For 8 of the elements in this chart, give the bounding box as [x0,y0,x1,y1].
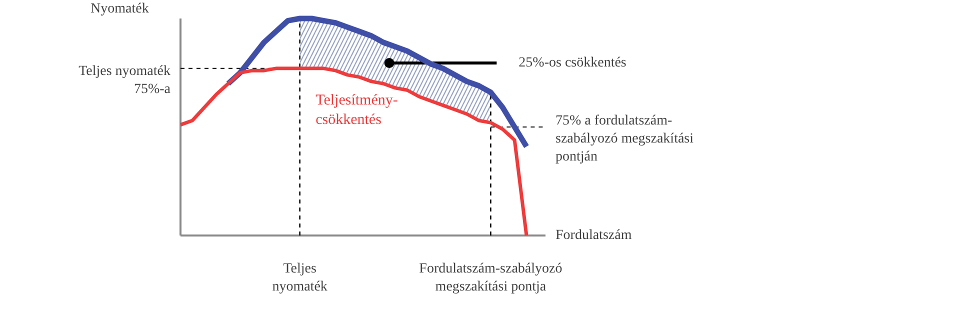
x-axis-title: Fordulatszám [556,228,632,243]
ref-line-label: 75% a fordulatszám- szabályozó megszakítási pontján [556,114,694,164]
ref-line-label: Teljes nyomaték 75%-a [78,64,172,97]
y-axis-title: Nyomaték [90,2,149,16]
series-label: Teljesítmény- csökkentés [316,92,398,128]
text: Teljes nyomaték [272,262,328,294]
annotation: 25%-os csökkentés [518,55,626,70]
text: Fordulatszám-szabályozó megszakítási pontja [419,262,562,294]
